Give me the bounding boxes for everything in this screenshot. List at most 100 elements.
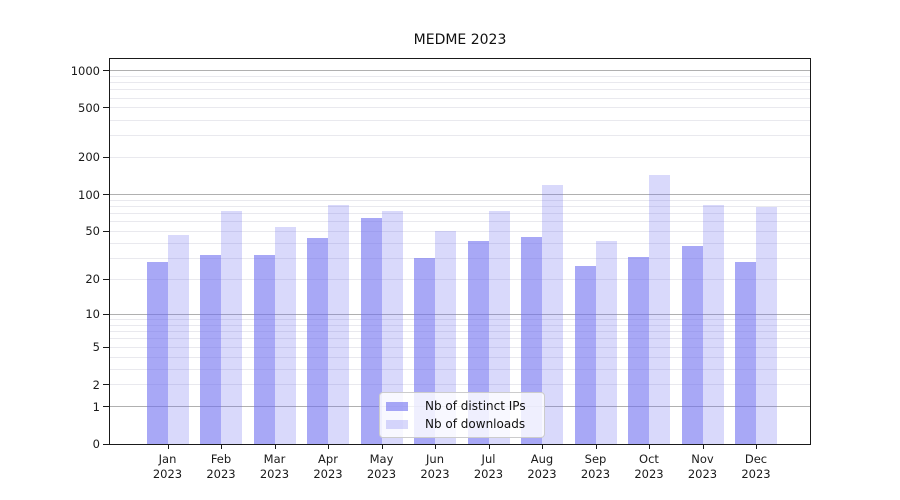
x-tick-label: Aug 2023 (514, 452, 570, 482)
y-tick (103, 107, 110, 109)
y-tick (103, 313, 110, 315)
y-tick-label: 5 (92, 340, 100, 355)
x-tick (381, 444, 383, 449)
x-tick-year: 2023 (741, 467, 771, 481)
gridline-minor (110, 107, 810, 109)
y-tick (103, 406, 110, 407)
gridline-minor (110, 338, 810, 340)
y-tick-label: 200 (78, 150, 100, 165)
bar-downloads-apr (328, 205, 349, 444)
bar-downloads-mar (274, 227, 296, 444)
x-tick-year: 2023 (634, 467, 664, 481)
gridline-minor (110, 257, 810, 259)
x-tick-label: Sep 2023 (568, 452, 624, 482)
gridline-minor (110, 82, 810, 84)
x-tick-month: Oct (639, 452, 659, 466)
bar-downloads-nov (702, 205, 724, 444)
legend-label-downloads: Nb of downloads (425, 417, 526, 431)
bar-ips-mar (253, 255, 275, 444)
x-tick-label: Mar 2023 (247, 452, 303, 482)
y-tick (103, 230, 110, 232)
y-tick (103, 194, 110, 195)
x-tick-month: Nov (691, 452, 714, 466)
bar-downloads-jul (488, 211, 510, 444)
y-tick (103, 278, 110, 280)
x-tick-month: May (369, 452, 394, 466)
x-tick-year: 2023 (527, 467, 557, 481)
y-tick-label: 50 (85, 224, 100, 239)
x-tick-label: Jan 2023 (140, 452, 196, 482)
y-tick (103, 346, 110, 348)
gridline-major (110, 194, 810, 195)
y-tick (103, 443, 110, 445)
gridline-minor (110, 242, 810, 244)
x-tick-label: Feb 2023 (193, 452, 249, 482)
bar-ips-dec (735, 262, 756, 444)
chart-title: MEDME 2023 (413, 32, 507, 48)
y-tick (103, 70, 110, 71)
x-tick-month: Sep (584, 452, 607, 466)
gridline-minor (110, 230, 810, 232)
y-tick-label: 1 (92, 399, 100, 414)
x-tick-month: Dec (744, 452, 768, 466)
legend-row-downloads: Nb of downloads (386, 417, 536, 431)
x-tick-month: Aug (530, 452, 554, 466)
gridline-minor (110, 205, 810, 207)
bar-downloads-oct (649, 174, 670, 444)
bar-downloads-may (381, 211, 403, 444)
x-tick (274, 444, 276, 449)
gridline-minor (110, 324, 810, 326)
x-tick (595, 444, 597, 449)
bar-downloads-jan (167, 234, 189, 444)
bar-downloads-aug (542, 184, 563, 444)
legend-swatch-distinct-ips-icon (386, 401, 408, 411)
gridline-minor (110, 331, 810, 333)
bar-ips-apr (307, 238, 328, 444)
x-tick-month: Jun (426, 452, 444, 466)
bar-ips-feb (200, 255, 221, 444)
x-tick (221, 444, 222, 449)
plot-area: MEDME 2023 0 1 2 5 10 20 50 100 200 500 1000 Jan 202… (71, 32, 811, 481)
gridline-minor (110, 384, 810, 386)
x-tick-month: Apr (318, 452, 338, 466)
x-tick (702, 444, 704, 449)
x-tick (328, 444, 329, 449)
gridline-major (110, 70, 810, 71)
bar-downloads-feb (221, 211, 242, 444)
x-tick (435, 444, 436, 449)
y-tick-label: 500 (78, 100, 100, 115)
y-tick-label: 2 (92, 377, 100, 392)
legend-swatch-downloads-icon (386, 419, 408, 429)
gridline-minor (110, 97, 810, 99)
x-tick-month: Jan (158, 452, 177, 466)
bar-downloads-jun (435, 231, 456, 444)
x-tick-label: Jun 2023 (407, 452, 463, 482)
x-tick-year: 2023 (259, 467, 290, 481)
gridline-minor (110, 75, 810, 77)
x-tick-year: 2023 (580, 467, 611, 481)
gridline-minor (110, 89, 810, 91)
x-tick (756, 444, 757, 449)
gridline-minor (110, 156, 810, 158)
x-tick (167, 444, 169, 449)
x-tick-year: 2023 (473, 467, 504, 481)
legend-row-distinct-ips: Nb of distinct IPs (386, 399, 536, 413)
gridline-minor (110, 278, 810, 280)
x-tick-year: 2023 (206, 467, 236, 481)
x-tick-label: Nov 2023 (675, 452, 731, 482)
y-tick (103, 156, 110, 158)
y-tick (103, 384, 110, 386)
x-tick-year: 2023 (313, 467, 343, 481)
x-tick-month: Feb (210, 452, 232, 466)
x-tick-month: Mar (263, 452, 286, 466)
x-tick-year: 2023 (687, 467, 718, 481)
gridline-minor (110, 368, 810, 370)
gridline-minor (110, 319, 810, 320)
x-tick-label: Apr 2023 (300, 452, 356, 482)
x-tick-label: Jul 2023 (461, 452, 517, 482)
y-tick-label: 100 (78, 187, 100, 202)
gridline-minor (110, 346, 810, 348)
x-tick-year: 2023 (420, 467, 450, 481)
y-tick-label: 10 (85, 307, 100, 322)
x-tick (488, 444, 490, 449)
